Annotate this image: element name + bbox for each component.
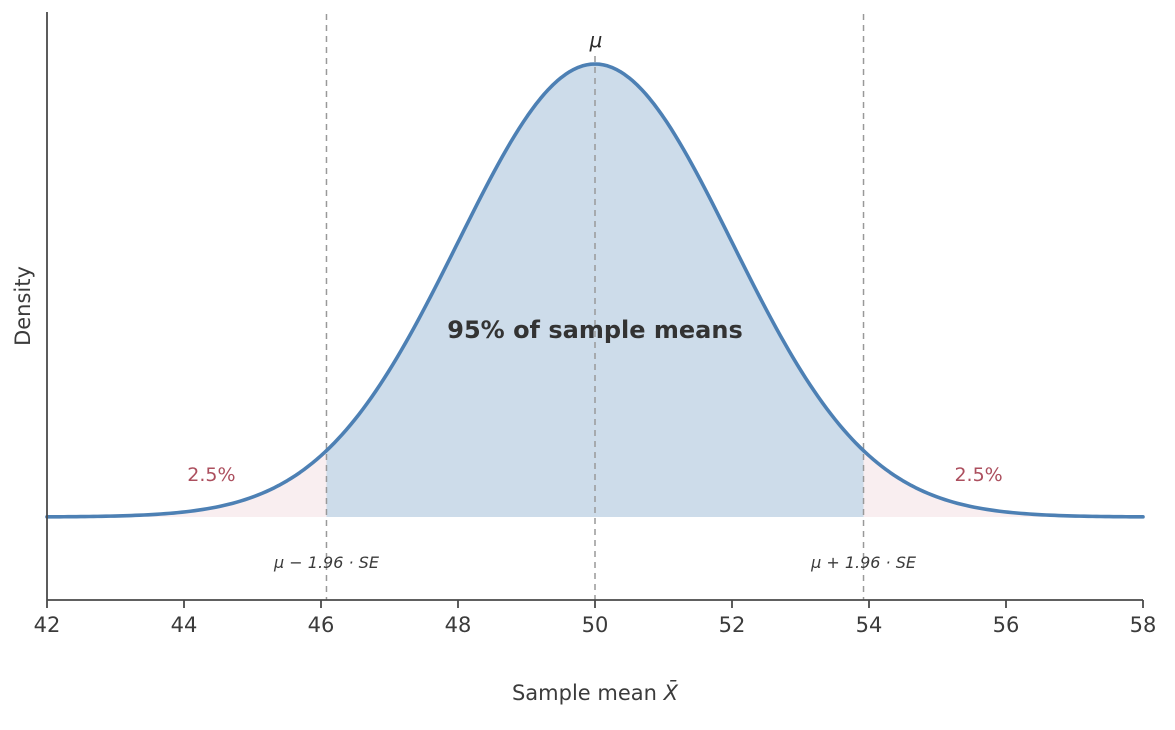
x-tick-label: 44 — [171, 613, 198, 637]
right-tail-area — [863, 450, 1143, 517]
x-tick-label: 42 — [34, 613, 61, 637]
lower-bound-label: μ − 1.96 · SE — [273, 553, 380, 572]
y-axis-label: Density — [11, 266, 35, 346]
x-axis-ticks: 42 44 46 48 50 52 54 56 58 — [34, 600, 1157, 637]
x-tick-label: 52 — [719, 613, 746, 637]
x-axis-label: Sample mean X̄ — [512, 680, 679, 705]
mu-label: μ — [589, 28, 603, 52]
x-tick-label: 50 — [582, 613, 609, 637]
confidence-area-label: 95% of sample means — [447, 316, 742, 344]
density-curve — [45, 62, 1145, 519]
left-tail-area — [47, 450, 327, 517]
x-tick-label: 54 — [856, 613, 883, 637]
x-axis-label-variable: X̄ — [663, 680, 679, 705]
x-tick-label: 56 — [993, 613, 1020, 637]
x-axis-label-text: Sample mean — [512, 681, 664, 705]
upper-bound-label: μ + 1.96 · SE — [810, 553, 917, 572]
x-tick-label: 46 — [308, 613, 335, 637]
right-tail-percent-label: 2.5% — [954, 464, 1002, 486]
x-tick-label: 58 — [1130, 613, 1157, 637]
left-tail-percent-label: 2.5% — [187, 464, 235, 486]
x-tick-label: 48 — [445, 613, 472, 637]
